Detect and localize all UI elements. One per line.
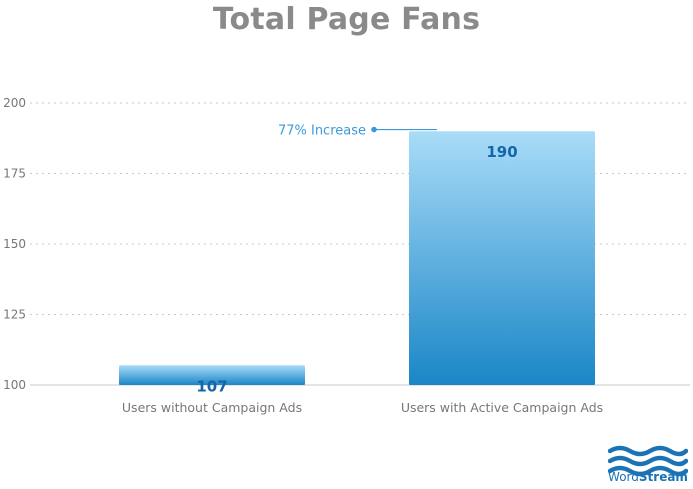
y-tick-label: 150 <box>3 237 26 251</box>
bar-value-label: 190 <box>486 143 517 161</box>
y-tick-label: 125 <box>3 308 26 322</box>
bar <box>409 131 595 385</box>
y-axis-tick-labels: 100 125 150 175 200 <box>3 96 26 392</box>
annotation-label: 77% Increase <box>278 124 366 139</box>
bar-value-label: 107 <box>196 377 227 395</box>
brand-wordmark: WordStream <box>608 470 688 484</box>
y-tick-label: 175 <box>3 167 26 181</box>
y-tick-label: 100 <box>3 378 26 392</box>
y-tick-label: 200 <box>3 96 26 110</box>
bars: 107 190 <box>119 131 595 395</box>
x-axis-category-labels: Users without Campaign Ads Users with Act… <box>122 400 603 415</box>
bar <box>119 365 305 385</box>
wave-logo-icon <box>608 445 688 477</box>
brand-name-part1: Word <box>608 470 639 484</box>
annotation-dot <box>371 126 377 133</box>
annotation: 77% Increase <box>278 124 437 139</box>
bar-chart: 100 125 150 175 200 107 190 Users without Cam… <box>3 96 690 415</box>
brand-name-part2: Stream <box>638 470 688 484</box>
x-tick-label: Users without Campaign Ads <box>122 400 302 415</box>
chart-title: Total Page Fans <box>212 2 481 37</box>
x-tick-label: Users with Active Campaign Ads <box>401 400 603 415</box>
